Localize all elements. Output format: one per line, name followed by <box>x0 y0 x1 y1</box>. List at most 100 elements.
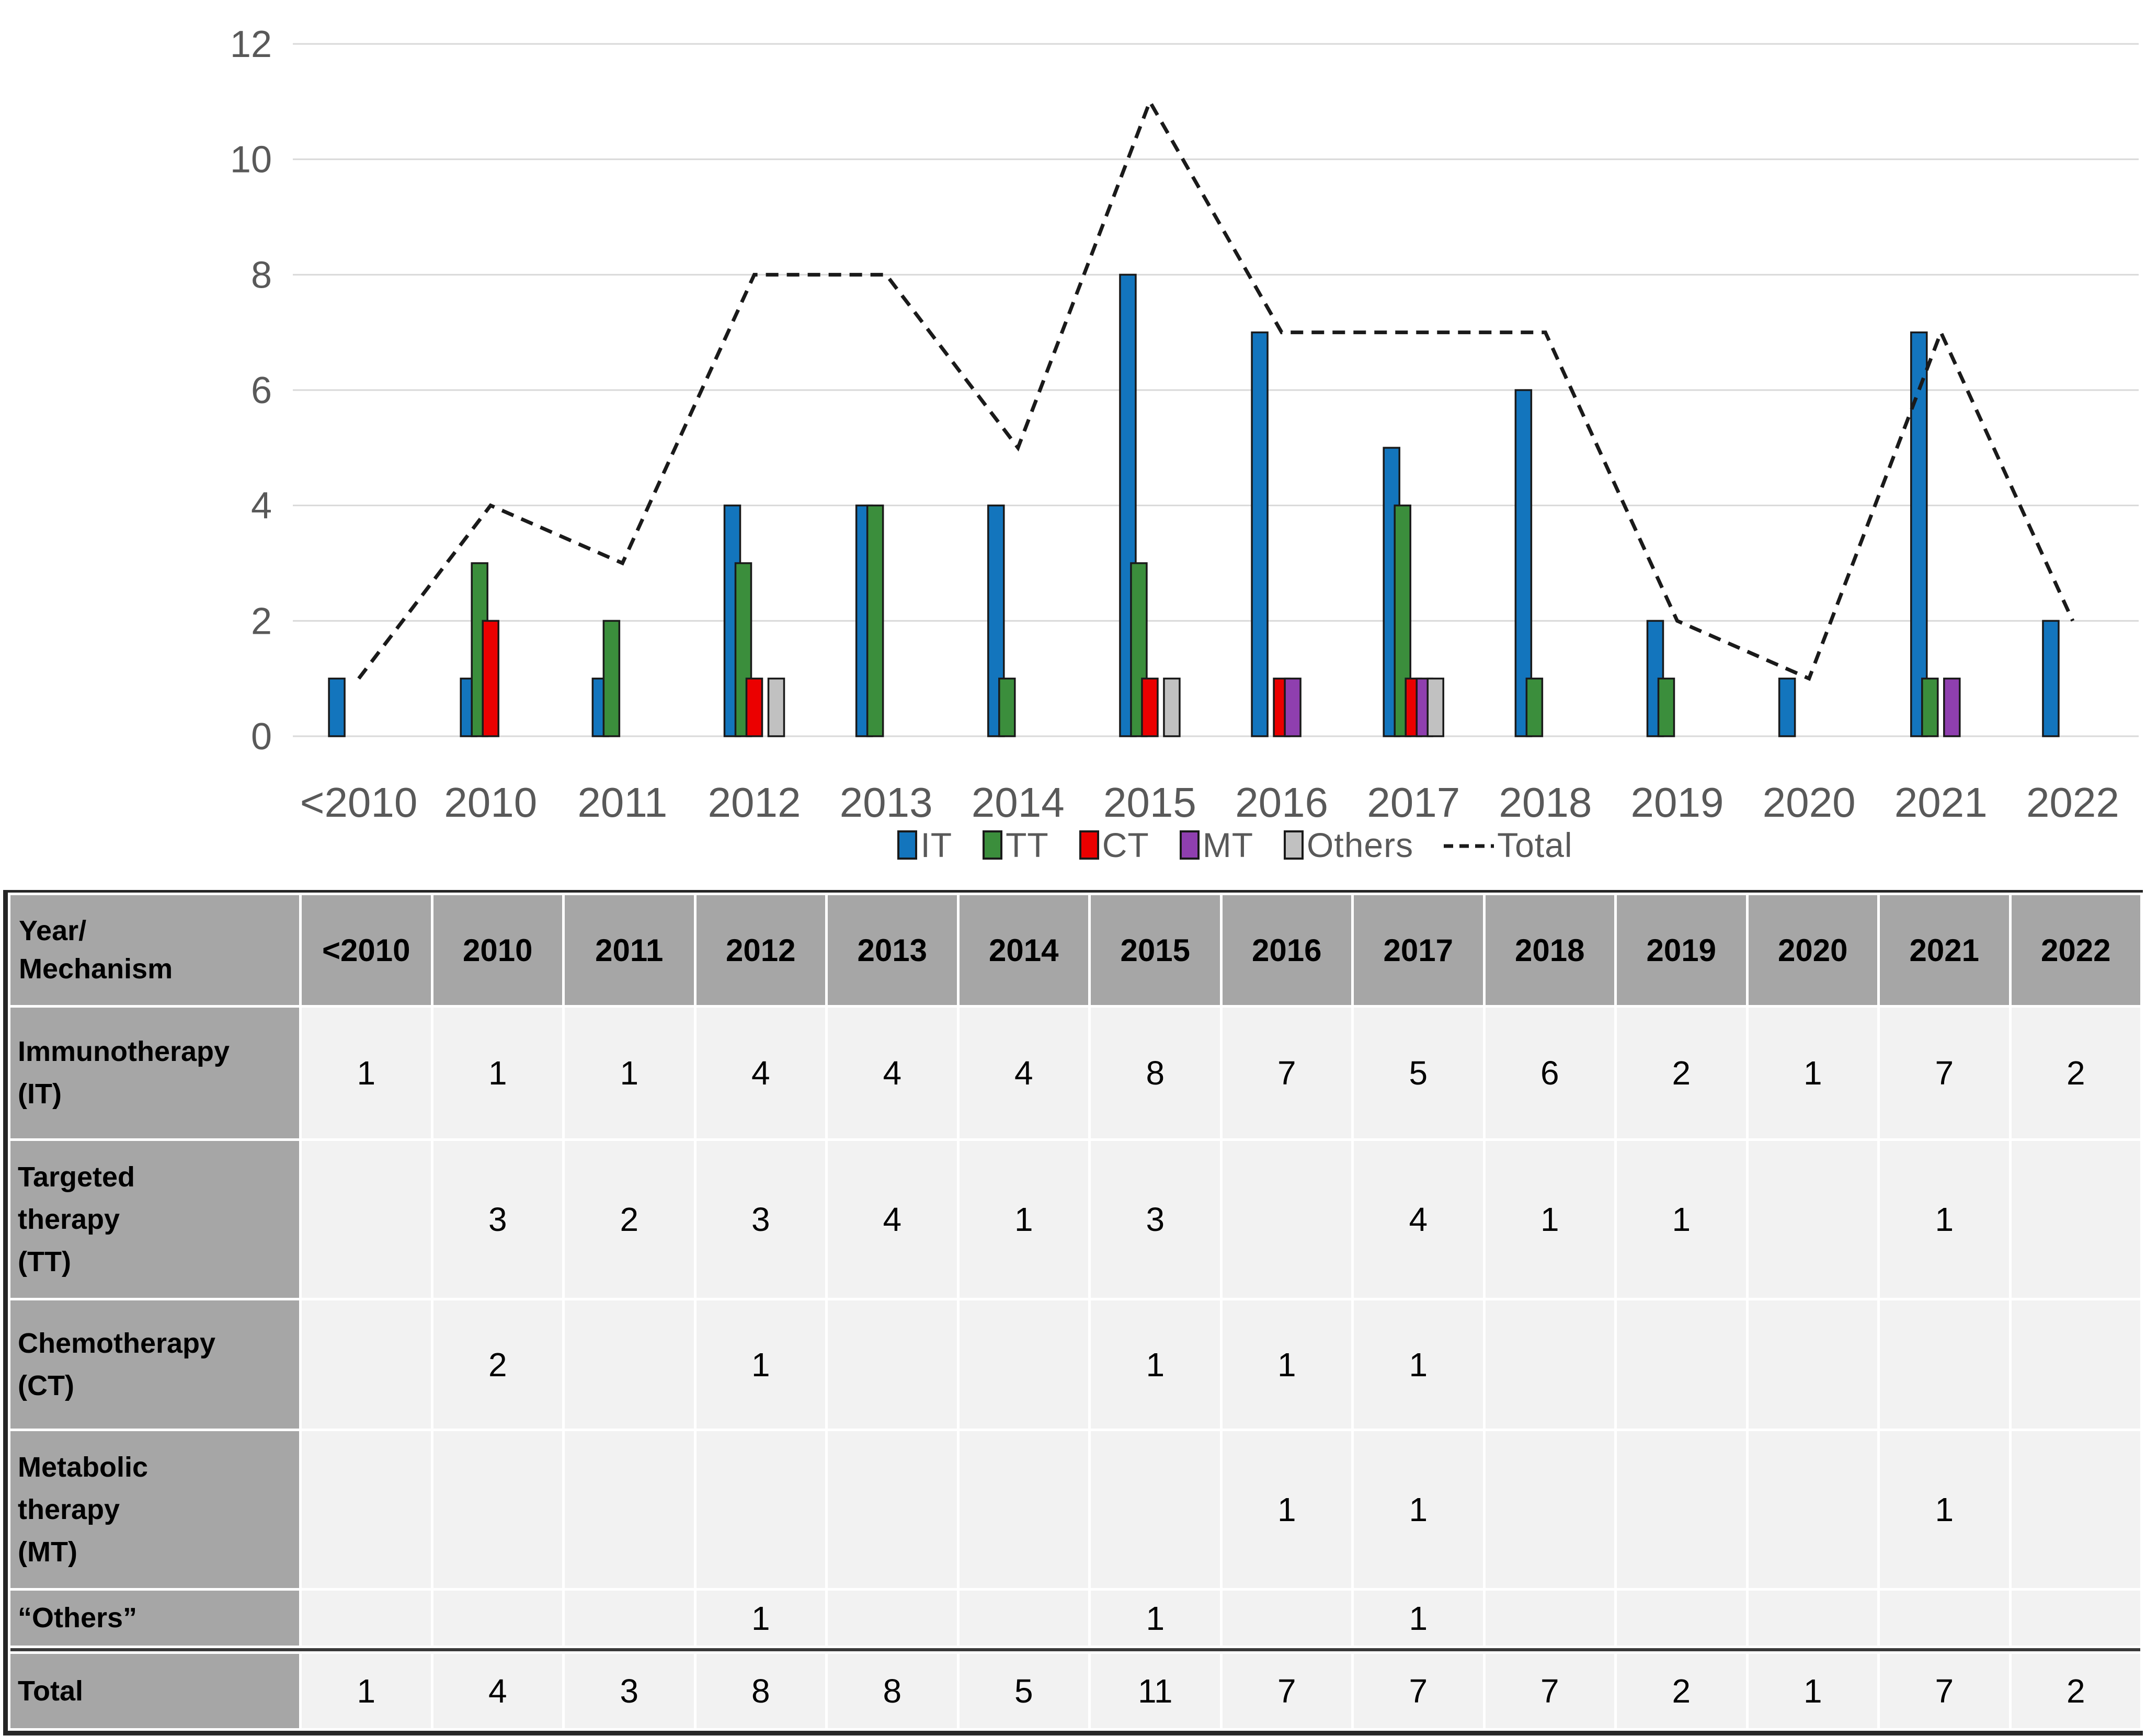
bar-CT-2010 <box>482 620 499 737</box>
year-header-2020: 2020 <box>1748 895 1877 1005</box>
table-cell-r4-2016 <box>1222 1591 1351 1646</box>
table-cell-r0-2016: 7 <box>1222 1008 1351 1138</box>
table-cell-r2-2016: 1 <box>1222 1300 1351 1429</box>
x-tick-label-2019: 2019 <box>1631 779 1724 826</box>
x-tick-label-2020: 2020 <box>1763 779 1856 826</box>
table-cell-r2-<2010 <box>302 1300 431 1429</box>
mechanism-table-wrap: Year/ Mechanism <2010 2010 2011 2012 2013 2014… <box>3 890 2143 1735</box>
bar-Others-2017 <box>1426 677 1444 737</box>
mechanism-table: Year/ Mechanism <2010 2010 2011 2012 2013 2014… <box>8 893 2143 1731</box>
year-header-<2010: <2010 <box>302 895 431 1005</box>
year-header-2017: 2017 <box>1354 895 1483 1005</box>
x-tick-label-2017: 2017 <box>1367 779 1460 826</box>
bar-IT-2022 <box>2042 620 2060 737</box>
legend-label-IT: IT <box>920 826 953 864</box>
table-cell-r4-2014 <box>959 1591 1088 1646</box>
table-cell-r0-2012: 4 <box>696 1008 825 1138</box>
table-cell-r4-<2010 <box>302 1591 431 1646</box>
legend-label-Total: Total <box>1497 826 1573 864</box>
x-tick-label-2021: 2021 <box>1894 779 1988 826</box>
table-cell-r0-2019: 2 <box>1617 1008 1746 1138</box>
table-cell-r1-2014: 1 <box>959 1141 1088 1298</box>
total-cell-2012: 8 <box>696 1654 825 1728</box>
bar-IT-2020 <box>1778 677 1796 737</box>
table-cell-r3-2016: 1 <box>1222 1431 1351 1588</box>
legend-item-IT: IT <box>897 825 952 865</box>
x-tick-label-2018: 2018 <box>1499 779 1592 826</box>
table-cell-r3-2014 <box>959 1431 1088 1588</box>
year-header-2018: 2018 <box>1485 895 1614 1005</box>
row-label-1: Targeted therapy (TT) <box>10 1141 299 1298</box>
table-cell-r4-2011 <box>565 1591 694 1646</box>
table-cell-r1-2021: 1 <box>1880 1141 2009 1298</box>
legend-swatch-MT <box>1179 830 1200 860</box>
total-cell-2014: 5 <box>959 1654 1088 1728</box>
total-divider-row <box>10 1648 2140 1651</box>
table-cell-r1-2016 <box>1222 1141 1351 1298</box>
corner-header: Year/ Mechanism <box>10 895 299 1005</box>
legend-swatch-IT <box>897 830 918 860</box>
total-cell-2020: 1 <box>1748 1654 1877 1728</box>
table-cell-r4-2021 <box>1880 1591 2009 1646</box>
table-cell-r2-2010: 2 <box>433 1300 562 1429</box>
table-cell-r4-2018 <box>1485 1591 1614 1646</box>
table-cell-r2-2017: 1 <box>1354 1300 1483 1429</box>
legend-label-Others: Others <box>1307 826 1414 864</box>
table-cell-r3-2018 <box>1485 1431 1614 1588</box>
bar-TT-2019 <box>1657 677 1675 737</box>
year-header-2019: 2019 <box>1617 895 1746 1005</box>
table-cell-r0-2014: 4 <box>959 1008 1088 1138</box>
y-tick-label-2: 2 <box>251 600 272 642</box>
table-cell-r3-2021: 1 <box>1880 1431 2009 1588</box>
table-cell-r2-2019 <box>1617 1300 1746 1429</box>
table-cell-r0-2017: 5 <box>1354 1008 1483 1138</box>
table-cell-r2-2012: 1 <box>696 1300 825 1429</box>
bar-MT-2016 <box>1284 677 1302 737</box>
year-header-2010: 2010 <box>433 895 562 1005</box>
legend-item-Others: Others <box>1284 825 1413 865</box>
legend-swatch-CT <box>1079 830 1099 860</box>
bar-TT-2021 <box>1921 677 1939 737</box>
table-cell-r0-2022: 2 <box>2011 1008 2140 1138</box>
table-cell-r1-2017: 4 <box>1354 1141 1483 1298</box>
row-label-3: Metabolic therapy (MT) <box>10 1431 299 1588</box>
y-tick-label-4: 4 <box>251 485 272 527</box>
bar-IT-2021 <box>1910 331 1928 737</box>
bar-TT-2011 <box>602 620 621 737</box>
y-tick-label-10: 10 <box>230 139 272 181</box>
year-header-2015: 2015 <box>1091 895 1220 1005</box>
table-cell-r1-2012: 3 <box>696 1141 825 1298</box>
bar-TT-2013 <box>866 504 884 737</box>
year-header-2013: 2013 <box>828 895 957 1005</box>
table-cell-r4-2013 <box>828 1591 957 1646</box>
table-cell-r1-2022 <box>2011 1141 2140 1298</box>
legend-label-TT: TT <box>1006 826 1049 864</box>
table-cell-r0-<2010: 1 <box>302 1008 431 1138</box>
legend-item-TT: TT <box>983 825 1049 865</box>
y-tick-label-6: 6 <box>251 370 272 412</box>
x-tick-label-<2010: <2010 <box>300 779 418 826</box>
legend-label-CT: CT <box>1102 826 1149 864</box>
bar-TT-2018 <box>1525 677 1544 737</box>
total-cell-2021: 7 <box>1880 1654 2009 1728</box>
bar-TT-2014 <box>998 677 1016 737</box>
x-tick-label-2012: 2012 <box>708 779 801 826</box>
table-cell-r0-2018: 6 <box>1485 1008 1614 1138</box>
legend-swatch-TT <box>983 830 1003 860</box>
table-cell-r2-2018 <box>1485 1300 1614 1429</box>
bar-Others-2012 <box>767 677 785 737</box>
total-line <box>357 97 2075 681</box>
legend-item-CT: CT <box>1079 825 1149 865</box>
bar-IT-<2010 <box>328 677 346 737</box>
x-tick-label-2022: 2022 <box>2026 779 2119 826</box>
table-cell-r1-2015: 3 <box>1091 1141 1220 1298</box>
legend-item-MT: MT <box>1179 825 1253 865</box>
x-tick-label-2016: 2016 <box>1235 779 1328 826</box>
table-cell-r3-2022 <box>2011 1431 2140 1588</box>
legend-item-Total: Total <box>1444 825 1572 865</box>
bar-IT-2016 <box>1251 331 1269 737</box>
year-header-2011: 2011 <box>565 895 694 1005</box>
bar-Others-2015 <box>1163 677 1181 737</box>
table-cell-r4-2015: 1 <box>1091 1591 1220 1646</box>
